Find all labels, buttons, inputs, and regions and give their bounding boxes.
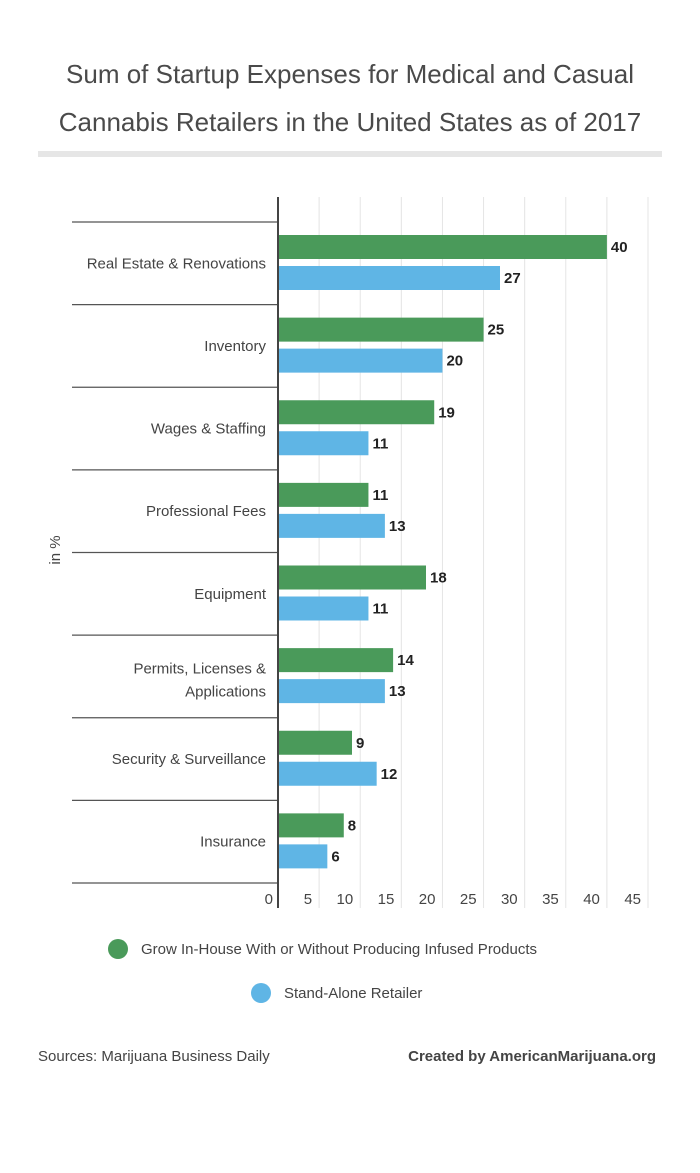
bar-chart: 0 5 10 15 20 25 30 35 40 45 in % Real Estate & Reno… [47, 197, 649, 908]
sources-text: Sources: Marijuana Business Daily [38, 1048, 270, 1065]
category-label: Insurance [200, 834, 266, 851]
data-label: 19 [438, 404, 455, 421]
legend-label: Grow In-House With or Without Producing … [141, 940, 538, 958]
x-tick-label: 45 [624, 891, 641, 908]
category-label: Equipment [194, 586, 267, 603]
data-label: 8 [348, 817, 356, 834]
category-label: Security & Surveillance [112, 751, 266, 768]
bar [279, 813, 344, 838]
category-label: Wages & Staffing [151, 421, 266, 438]
legend-dot-green [108, 939, 128, 959]
x-tick-label: 10 [337, 891, 354, 908]
data-label: 11 [372, 487, 388, 504]
data-label: 9 [356, 735, 364, 752]
title-line-1: Sum of Startup Expenses for Medical and … [66, 59, 634, 89]
data-label: 13 [389, 683, 406, 700]
x-tick-label: 5 [304, 891, 312, 908]
data-label: 14 [397, 652, 414, 669]
chart-title: Sum of Startup Expenses for Medical and … [0, 50, 700, 146]
bar [279, 596, 369, 621]
category-label: Inventory [204, 338, 266, 355]
data-label: 20 [446, 353, 463, 370]
data-label: 13 [389, 518, 406, 535]
data-label: 11 [372, 435, 388, 452]
bar [279, 679, 385, 704]
data-label: 11 [372, 601, 388, 618]
legend-item-standalone: Stand-Alone Retailer [251, 983, 422, 1003]
bar [279, 266, 500, 290]
x-tick-label: 25 [460, 891, 477, 908]
bar [279, 730, 352, 755]
data-label: 40 [611, 239, 628, 256]
y-axis-label: in % [47, 535, 64, 564]
data-label: 18 [430, 570, 447, 587]
bar [279, 844, 328, 869]
bar [279, 348, 443, 373]
bar [279, 565, 426, 590]
credit-text: Created by AmericanMarijuana.org [408, 1048, 656, 1065]
bar [279, 400, 435, 425]
legend-label: Stand-Alone Retailer [284, 984, 423, 1002]
category-label: Professional Fees [146, 503, 266, 520]
bar [279, 431, 369, 456]
data-label: 25 [488, 322, 505, 339]
bar [279, 513, 385, 538]
x-tick-label: 15 [378, 891, 395, 908]
bar [279, 317, 484, 342]
category-label: Real Estate & Renovations [87, 255, 266, 272]
x-tick-label: 0 [265, 891, 273, 908]
bar [279, 235, 607, 259]
x-tick-label: 35 [542, 891, 559, 908]
bar [279, 761, 377, 786]
data-label: 6 [331, 848, 339, 865]
title-divider [38, 151, 662, 157]
legend-item-grow: Grow In-House With or Without Producing … [108, 939, 537, 959]
data-label: 12 [381, 766, 398, 783]
data-label: 27 [504, 270, 521, 287]
x-tick-label: 20 [419, 891, 436, 908]
x-tick-label: 40 [583, 891, 600, 908]
x-tick-label: 30 [501, 891, 518, 908]
bar [279, 648, 394, 673]
category-label: Permits, Licenses & [133, 660, 266, 677]
title-line-2: Cannabis Retailers in the United States … [58, 107, 642, 137]
bar [279, 482, 369, 507]
category-label: Applications [185, 683, 266, 700]
legend-dot-blue [251, 983, 271, 1003]
